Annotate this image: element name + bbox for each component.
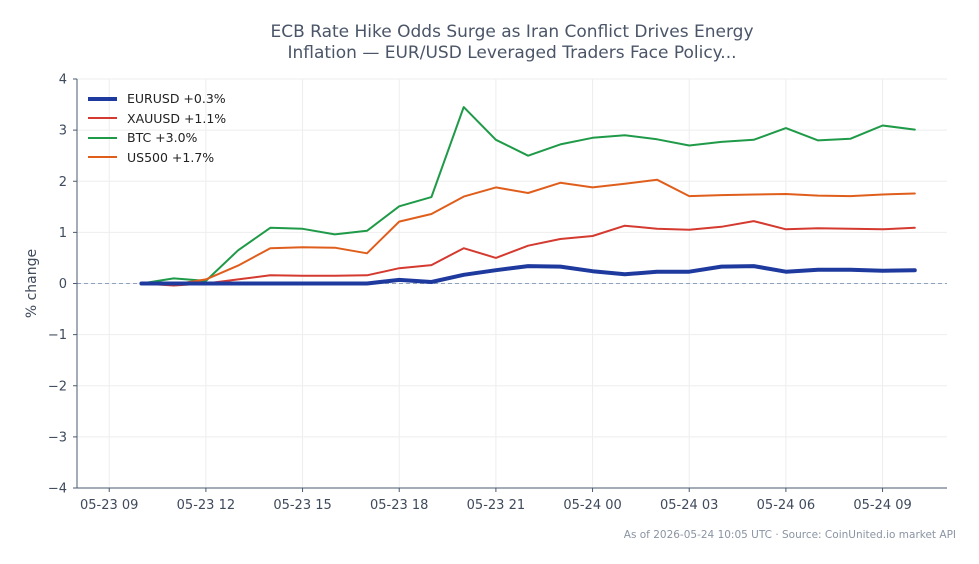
legend-label-btc: BTC +3.0% [127,130,198,146]
chart-legend: EURUSD +0.3% XAUUSD +1.1% BTC +3.0% US50… [88,89,226,167]
legend-label-xauusd: XAUUSD +1.1% [127,110,227,126]
y-tick-label-6: 2 [59,175,67,190]
x-tick-label-4: 05-23 21 [467,498,525,513]
chart-title-line-2: Inflation — EUR/USD Leveraged Traders Fa… [287,43,737,63]
x-tick-label-5: 05-24 00 [563,498,621,513]
series-line-eurusd [139,264,917,286]
x-tick-label-0: 05-23 09 [80,498,138,513]
series-line-btc [140,106,916,285]
y-tick-label-5: 1 [59,226,67,241]
y-tick-label-4: 0 [59,277,67,292]
legend-entry-xauusd: XAUUSD +1.1% [88,109,226,129]
x-tick-label-1: 05-23 12 [177,498,235,513]
chart-title-line-1: ECB Rate Hike Odds Surge as Iran Conflic… [270,22,754,42]
y-tick-label-2: −2 [48,379,67,394]
legend-swatch-us500 [88,156,117,159]
x-tick-label-7: 05-24 06 [757,498,815,513]
legend-label-us500: US500 +1.7% [127,149,215,165]
x-tick-label-2: 05-23 15 [273,498,331,513]
series-line-xauusd [140,220,916,287]
y-tick-label-7: 3 [59,124,67,139]
y-tick-label-3: −1 [48,328,67,343]
legend-swatch-btc [88,136,117,139]
y-tick-label-8: 4 [59,73,67,88]
legend-entry-btc: BTC +3.0% [88,128,226,148]
y-tick-label-1: −3 [48,430,67,445]
x-tick-label-8: 05-24 09 [853,498,911,513]
legend-swatch-eurusd [88,96,117,101]
series-line-us500 [140,178,916,286]
legend-label-eurusd: EURUSD +0.3% [127,91,226,107]
y-tick-label-0: −4 [48,482,67,497]
y-axis-label: % change [24,249,40,318]
legend-entry-eurusd: EURUSD +0.3% [88,89,226,109]
legend-swatch-xauusd [88,117,117,120]
chart-footer-source: As of 2026-05-24 10:05 UTC · Source: Coi… [623,529,956,541]
x-tick-label-6: 05-24 03 [660,498,718,513]
legend-entry-us500: US500 +1.7% [88,148,226,168]
x-tick-label-3: 05-23 18 [370,498,428,513]
